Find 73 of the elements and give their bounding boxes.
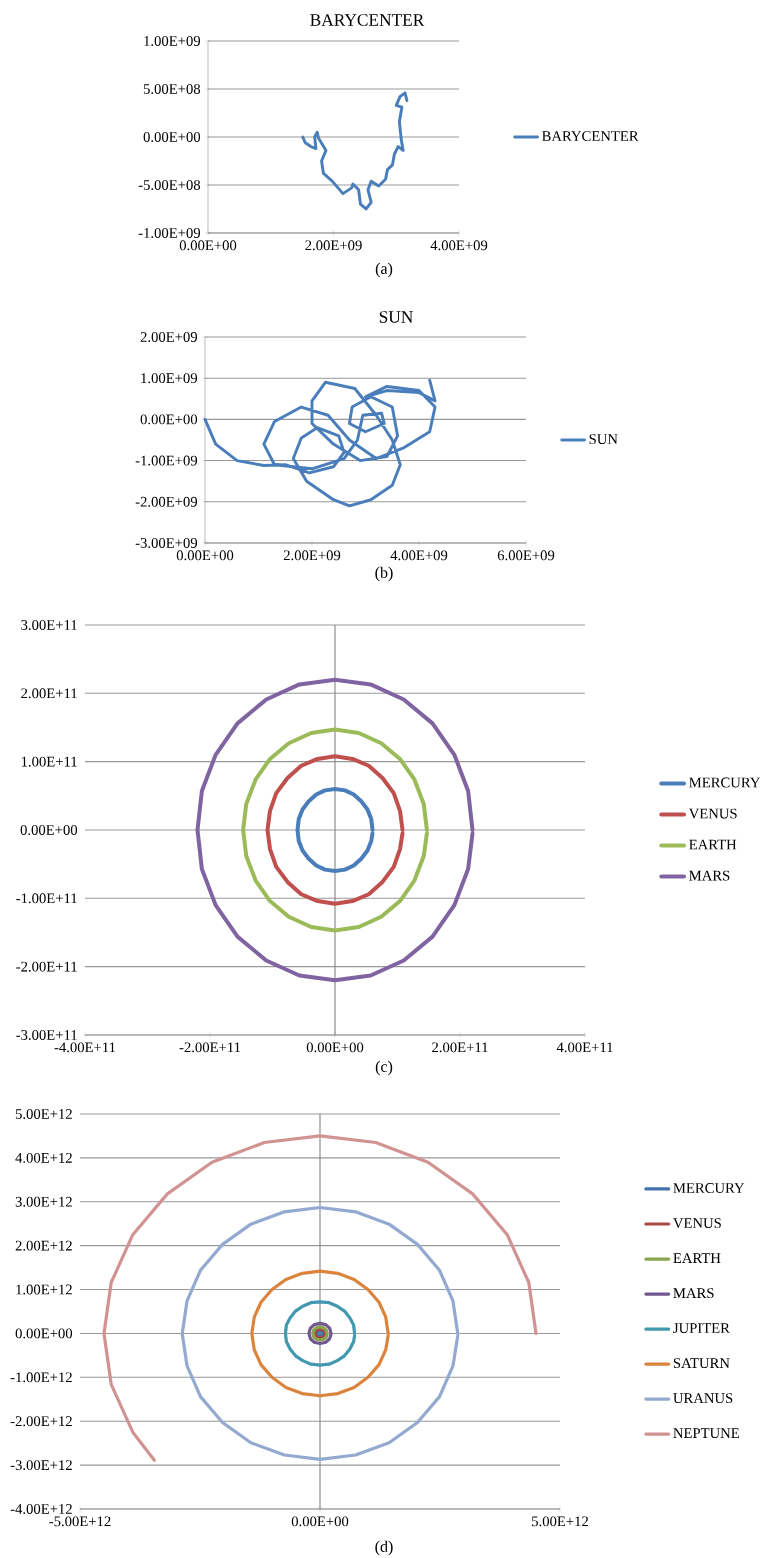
y-tick-label: -3.00E+11: [16, 1030, 77, 1040]
text: (b): [375, 566, 393, 582]
y-tick-label: 5.00E+12: [15, 1109, 72, 1119]
line-series: [102, 1134, 538, 1462]
x-tick-label: 0.00E+00: [291, 1516, 349, 1527]
line-series: [195, 677, 475, 983]
legend-label: MERCURY: [673, 1183, 745, 1193]
x-tick-label: 4.00E+11: [556, 1042, 613, 1053]
chart-title: BARYCENTER: [310, 14, 425, 26]
y-tick-label: 0.00E+00: [15, 1328, 73, 1339]
y-tick-label: -3.00E+09: [135, 538, 198, 548]
y-tick-label: -2.00E+09: [135, 496, 198, 507]
y-tick-label: -3.00E+12: [10, 1460, 72, 1471]
x-tick-label: 4.00E+09: [430, 240, 488, 251]
y-tick-label: -1.00E+11: [16, 893, 77, 904]
line-series: [265, 754, 405, 906]
y-tick-label: 1.00E+11: [21, 756, 77, 767]
x-tick-label: -2.00E+11: [179, 1042, 241, 1053]
y-tick-label: 0.00E+00: [143, 132, 201, 142]
legend-label: MERCURY: [689, 777, 761, 788]
y-tick-label: -2.00E+11: [16, 961, 77, 972]
line-series: [283, 1300, 357, 1367]
line-series: [250, 1269, 390, 1398]
y-tick-label: -2.00E+12: [10, 1416, 72, 1427]
y-tick-label: 5.00E+08: [143, 84, 201, 94]
y-tick-label: -1.00E+09: [138, 228, 201, 238]
legend-label: EARTH: [689, 839, 737, 850]
legend-label: MARS: [673, 1288, 714, 1299]
legend-label: URANUS: [673, 1393, 733, 1404]
y-tick-label: -5.00E+08: [138, 180, 201, 190]
text: (a): [375, 262, 393, 278]
y-tick-label: -1.00E+12: [10, 1372, 72, 1383]
legend-label: VENUS: [688, 808, 737, 819]
line-series: [241, 727, 429, 933]
y-tick-label: 0.00E+00: [140, 414, 198, 425]
legend-label: SATURN: [673, 1358, 730, 1369]
line-series: [180, 1205, 460, 1461]
legend-label: VENUS: [673, 1218, 721, 1229]
x-tick-label: 0.00E+00: [176, 550, 234, 561]
text: (d): [375, 1540, 393, 1556]
legend-label: JUPITER: [673, 1323, 730, 1333]
legend-label: EARTH: [673, 1253, 721, 1263]
x-tick-label: -5.00E+12: [49, 1516, 111, 1527]
text: (c): [375, 1060, 393, 1076]
y-tick-label: 1.00E+12: [16, 1284, 72, 1295]
y-tick-label: 2.00E+11: [21, 688, 77, 699]
x-tick-label: 2.00E+09: [305, 240, 362, 251]
line-series: [203, 378, 437, 508]
x-tick-label: 6.00E+09: [497, 550, 555, 561]
line-series: [295, 786, 375, 873]
y-tick-label: 1.00E+09: [144, 36, 201, 46]
y-tick-label: 3.00E+11: [21, 620, 77, 630]
x-tick-label: 0.00E+00: [306, 1042, 364, 1053]
y-tick-label: 3.00E+12: [15, 1196, 72, 1207]
chart-title: SUN: [379, 311, 413, 323]
legend-label: SUN: [589, 434, 618, 444]
x-tick-label: 4.00E+09: [390, 550, 448, 561]
legend-label: BARYCENTER: [542, 131, 639, 141]
y-tick-label: -4.00E+12: [10, 1504, 72, 1514]
y-tick-label: 4.00E+12: [15, 1152, 72, 1163]
x-tick-label: -4.00E+11: [54, 1042, 116, 1053]
y-tick-label: -1.00E+09: [135, 455, 198, 466]
x-tick-label: 2.00E+11: [432, 1042, 488, 1053]
x-tick-label: 2.00E+09: [283, 550, 341, 561]
legend-label: NEPTUNE: [673, 1428, 739, 1439]
y-tick-label: 1.00E+09: [141, 373, 198, 384]
legend-label: MARS: [689, 870, 730, 881]
x-tick-label: 0.00E+00: [179, 240, 237, 251]
y-tick-label: 0.00E+00: [20, 825, 78, 835]
line-series: [301, 91, 409, 211]
y-tick-label: 2.00E+12: [15, 1240, 72, 1251]
y-tick-label: 2.00E+09: [140, 332, 198, 342]
x-tick-label: 5.00E+12: [532, 1516, 588, 1527]
